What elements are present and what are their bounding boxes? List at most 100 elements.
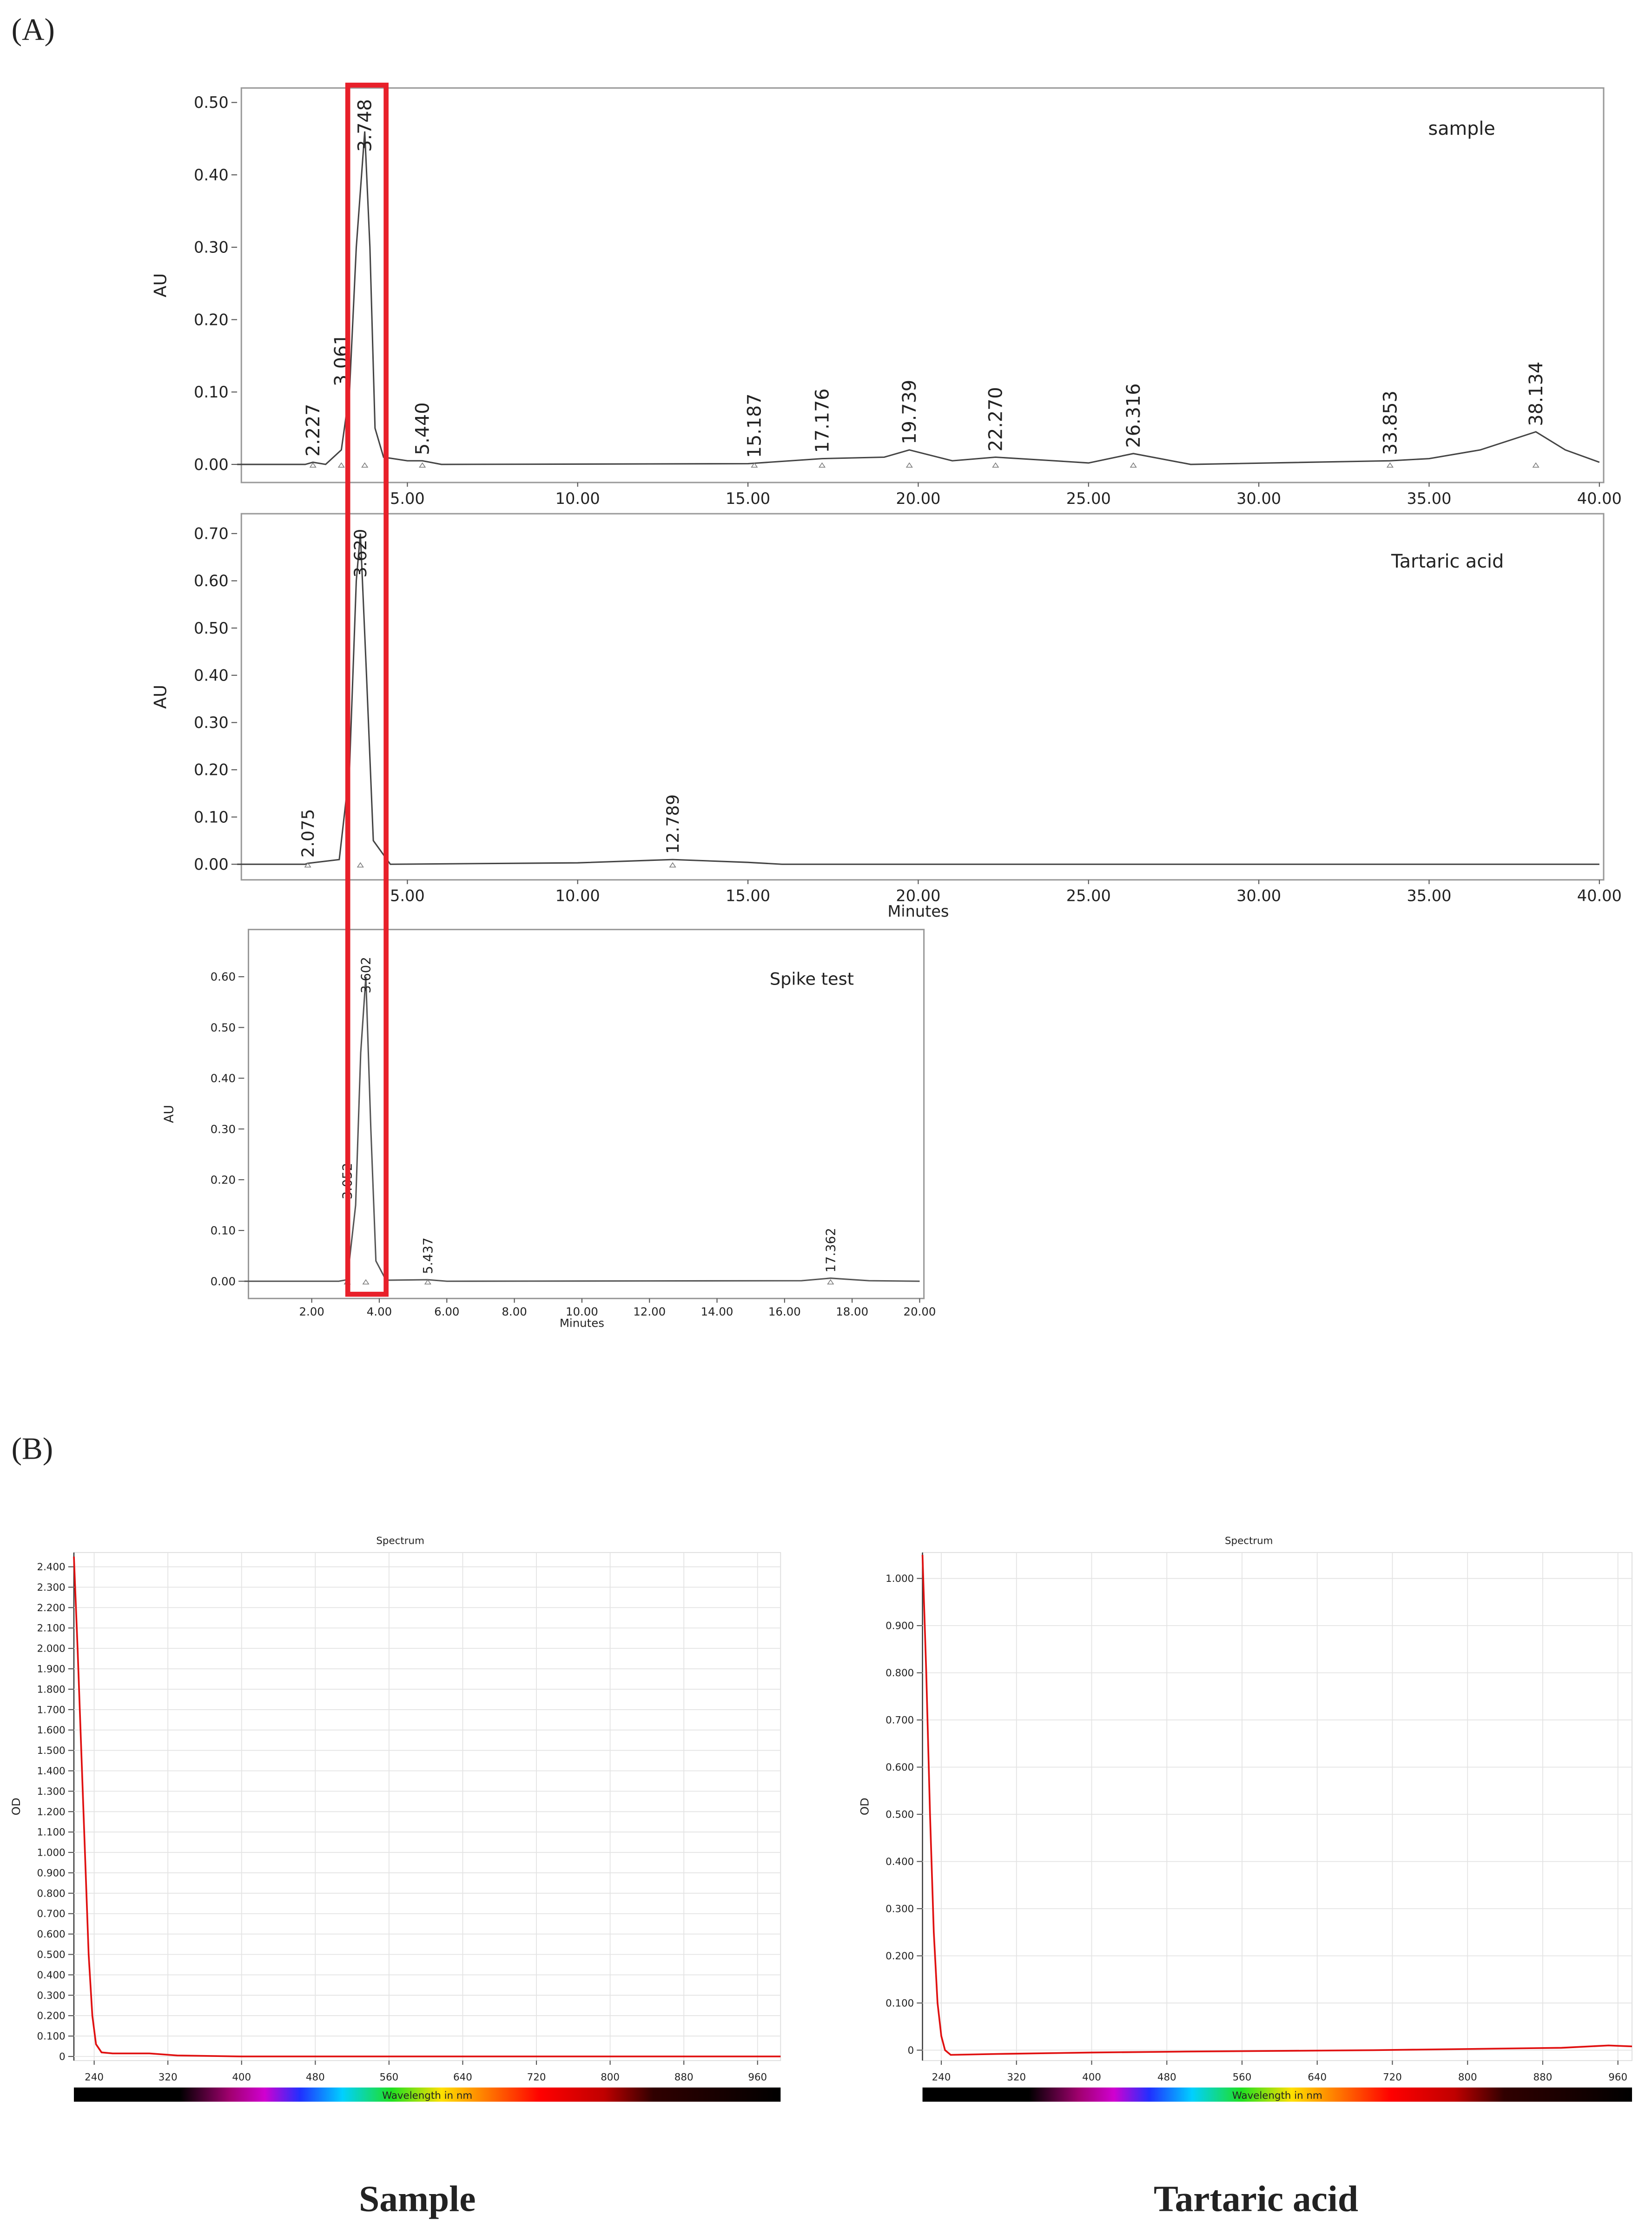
y-tick-label: 0.700	[37, 1908, 66, 1920]
peak-label: 2.227	[303, 404, 324, 457]
peak-marker	[827, 1279, 834, 1285]
x-tick-label: 5.00	[390, 489, 425, 508]
x-tick-label: 40.00	[1577, 887, 1622, 905]
y-tick-label: 2.200	[37, 1602, 66, 1614]
chart: 0.00 0.10 0.20 0.30 0.40 0.50 5.00 10.00 15.00 20…	[150, 87, 1622, 508]
y-tick-label: 0.40	[194, 666, 229, 684]
x-tick-label: 30.00	[1236, 887, 1281, 905]
peak-marker	[309, 462, 317, 468]
y-tick-label: 0.900	[885, 1620, 914, 1632]
y-tick-label: 0.100	[885, 1997, 914, 2009]
peak-marker	[905, 462, 913, 468]
peak-marker	[1386, 462, 1394, 468]
x-tick-label: 15.00	[726, 489, 770, 508]
peak-marker	[419, 462, 426, 468]
y-axis-label: AU	[150, 685, 170, 709]
chart: 0.00 0.10 0.20 0.30 0.40 0.50 0.60 0.70 5.00 10.0…	[150, 513, 1622, 920]
x-tick-label: 480	[306, 2072, 325, 2083]
peak-marker	[669, 862, 676, 868]
x-tick-label: 20.00	[896, 887, 940, 905]
y-tick-label: 0.00	[194, 855, 229, 873]
peak-marker	[337, 462, 345, 468]
peak-marker	[362, 1279, 370, 1285]
x-tick-label: 40.00	[1577, 489, 1622, 508]
y-tick-label: 0.20	[194, 761, 229, 779]
x-tick-label: 960	[748, 2072, 767, 2083]
x-tick-label: 10.00	[555, 489, 600, 508]
y-tick-label: 0.70	[194, 525, 229, 543]
peak-marker	[818, 462, 826, 468]
y-tick-label: 0.20	[194, 311, 229, 329]
chart-title: Spectrum	[376, 1535, 424, 1547]
x-tick-label: 720	[527, 2072, 546, 2083]
y-tick-label: 1.400	[37, 1765, 66, 1777]
y-tick-label: 2.400	[37, 1561, 66, 1573]
peak-marker	[1532, 462, 1540, 468]
charts: 0.00 0.10 0.20 0.30 0.40 0.50 5.00 10.00 15.00 20…	[9, 87, 1632, 2219]
y-axis-label: OD	[858, 1798, 872, 1815]
x-tick-label: 8.00	[502, 1305, 527, 1318]
peak-marker	[751, 462, 758, 468]
x-tick-label: 960	[1608, 2072, 1627, 2083]
y-tick-label: 0.50	[194, 93, 229, 112]
y-tick-label: 0.300	[37, 1990, 66, 2002]
y-tick-label: 1.600	[37, 1725, 66, 1736]
peak-marker	[357, 862, 364, 868]
y-tick-label: 0.500	[37, 1949, 66, 1961]
y-tick-label: 1.800	[37, 1684, 66, 1695]
peak-marker	[1130, 462, 1137, 468]
y-tick-label: 1.000	[885, 1573, 914, 1585]
chart-title: Spike test	[770, 969, 854, 989]
y-tick-label: 2.000	[37, 1643, 66, 1655]
y-tick-label: 0.30	[194, 714, 229, 732]
y-tick-label: 1.500	[37, 1745, 66, 1757]
plot-frame	[240, 513, 1605, 881]
x-tick-label: 720	[1383, 2072, 1402, 2083]
y-tick-label: 0.30	[211, 1122, 236, 1136]
y-tick-label: 0.700	[885, 1715, 914, 1726]
y-tick-label: 0.500	[885, 1809, 914, 1821]
peak-label: 3.620	[350, 529, 370, 578]
chart-title: Tartaric acid	[1391, 551, 1504, 572]
y-tick-label: 0.40	[211, 1071, 236, 1085]
x-tick-label: 10.00	[555, 887, 600, 905]
x-tick-label: 2.00	[299, 1305, 324, 1318]
highlight-box	[345, 82, 389, 1297]
y-tick-label: 0.800	[885, 1667, 914, 1679]
chart: 0 0.100 0.200 0.300 0.400 0.500 0.600 0.700 0.80…	[858, 1535, 1632, 2219]
y-tick-label: 0.100	[37, 2031, 66, 2043]
x-tick-label: 880	[674, 2072, 694, 2083]
x-tick-label: 15.00	[726, 887, 770, 905]
x-tick-label: 5.00	[390, 887, 425, 905]
x-axis-label: Minutes	[887, 902, 949, 920]
y-tick-label: 0.10	[194, 808, 229, 826]
x-tick-label: 800	[1458, 2072, 1477, 2083]
trace-line	[237, 533, 1599, 865]
x-tick-label: 640	[1308, 2072, 1327, 2083]
y-tick-label: 2.300	[37, 1582, 66, 1593]
peak-label: 5.440	[412, 402, 434, 455]
peak-marker	[424, 1279, 431, 1285]
x-tick-label: 880	[1533, 2072, 1553, 2083]
chart-title: sample	[1428, 118, 1495, 139]
plot-frame	[922, 1552, 1632, 2061]
y-tick-label: 0.60	[194, 572, 229, 590]
y-tick-label: 0	[59, 2051, 66, 2063]
y-axis-label: AU	[150, 273, 170, 298]
y-tick-label: 0.400	[885, 1856, 914, 1868]
peak-label: 33.853	[1380, 390, 1401, 455]
y-tick-label: 2.100	[37, 1623, 66, 1634]
peak-label: 2.075	[298, 809, 318, 858]
caption: Sample	[359, 2178, 476, 2219]
x-tick-label: 400	[1082, 2072, 1101, 2083]
y-axis-label: AU	[162, 1105, 177, 1123]
y-tick-label: 0.10	[211, 1224, 236, 1237]
y-tick-label: 0.600	[37, 1929, 66, 1940]
caption: Tartaric acid	[1154, 2178, 1358, 2219]
peak-label: 15.187	[744, 393, 766, 458]
x-tick-label: 12.00	[633, 1305, 666, 1318]
y-tick-label: 1.200	[37, 1806, 66, 1818]
x-tick-label: 400	[232, 2072, 251, 2083]
trace-line	[73, 1556, 781, 2057]
